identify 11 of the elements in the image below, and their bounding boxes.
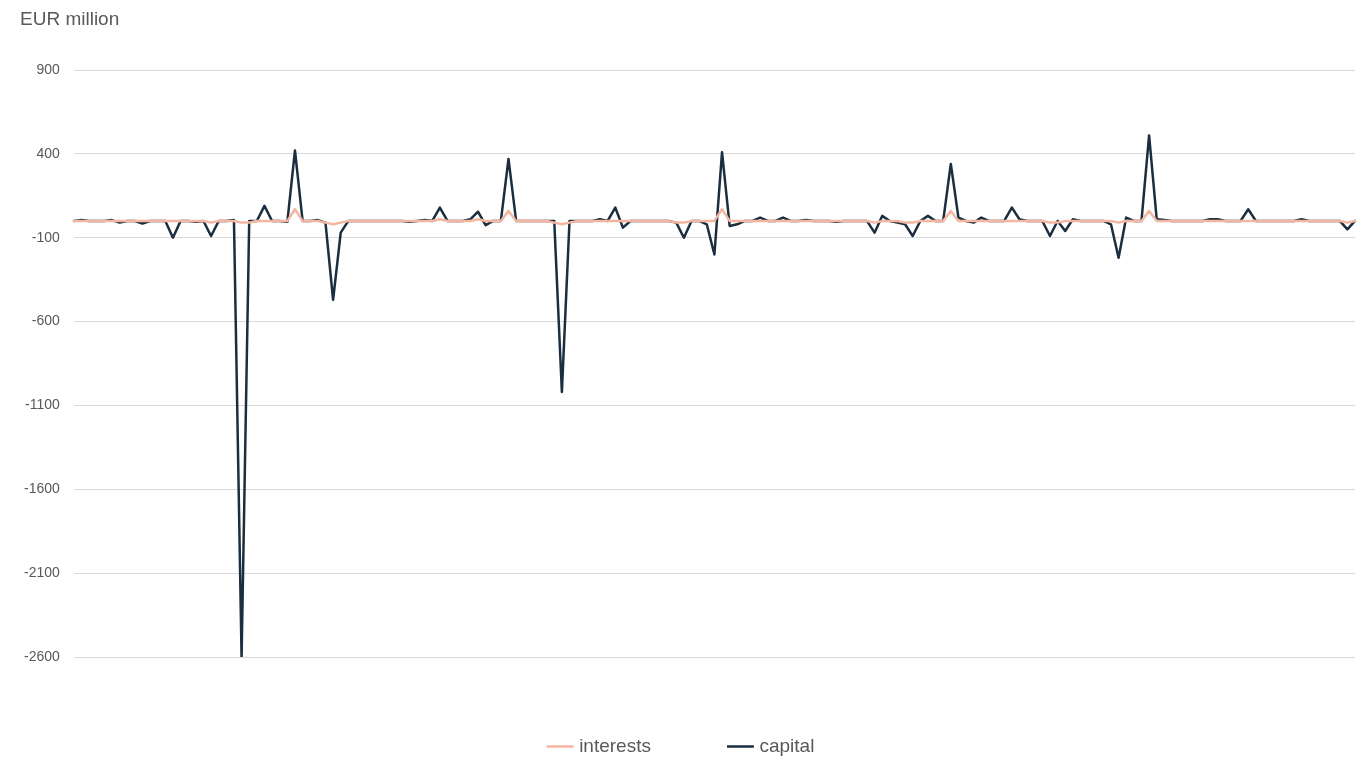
y-tick-label: 400 bbox=[36, 144, 61, 161]
y-tick-label: -1100 bbox=[25, 396, 61, 413]
y-tick-label: -100 bbox=[31, 228, 61, 245]
y-axis-title: EUR million bbox=[20, 8, 120, 30]
y-tick-label: -2600 bbox=[23, 647, 61, 664]
legend-label: interests bbox=[579, 734, 651, 756]
y-tick-label: -600 bbox=[31, 312, 61, 329]
y-tick-label: 900 bbox=[36, 60, 61, 77]
y-tick-label: -1600 bbox=[23, 480, 61, 497]
y-tick-label: -2100 bbox=[23, 564, 61, 580]
legend-label: capital bbox=[759, 734, 815, 756]
